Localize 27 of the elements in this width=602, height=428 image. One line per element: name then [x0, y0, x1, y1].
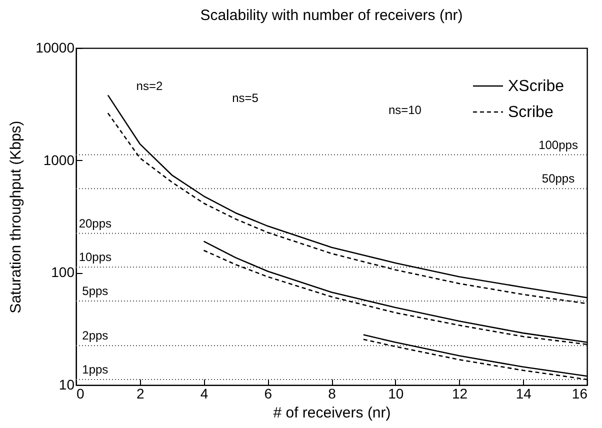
legend-label: XScribe — [508, 78, 564, 95]
ref-line-label: 20pps — [78, 216, 112, 230]
x-tick-label: 12 — [452, 386, 468, 402]
ref-line-label: 1pps — [82, 362, 108, 376]
x-tick-label: 6 — [264, 386, 272, 402]
chart-title: Scalability with number of receivers (nr) — [200, 7, 463, 24]
y-tick-label: 1000 — [43, 152, 75, 168]
x-tick-label: 14 — [516, 386, 532, 402]
annotation: ns=2 — [136, 79, 163, 93]
ref-line-label: 100pps — [538, 138, 578, 152]
y-axis-title: Saturation throughput (Kbps) — [8, 120, 25, 314]
x-tick-label: 2 — [136, 386, 144, 402]
x-tick-label: 10 — [388, 386, 404, 402]
annotation: ns=10 — [388, 103, 422, 117]
ref-line-label: 5pps — [82, 284, 108, 298]
y-tick-label: 10000 — [36, 40, 75, 56]
y-tick-label: 100 — [51, 264, 75, 280]
x-tick-label: 0 — [76, 386, 84, 402]
ref-line-label: 10pps — [78, 250, 112, 264]
annotation: ns=5 — [232, 91, 259, 105]
legend-label: Scribe — [508, 104, 554, 121]
x-axis-title: # of receivers (nr) — [273, 404, 391, 422]
ref-line-label: 50pps — [542, 172, 575, 186]
x-tick-label: 8 — [328, 386, 336, 402]
ref-line-label: 2pps — [82, 328, 108, 343]
x-tick-label: 16 — [572, 386, 588, 402]
x-tick-label: 4 — [200, 386, 208, 402]
